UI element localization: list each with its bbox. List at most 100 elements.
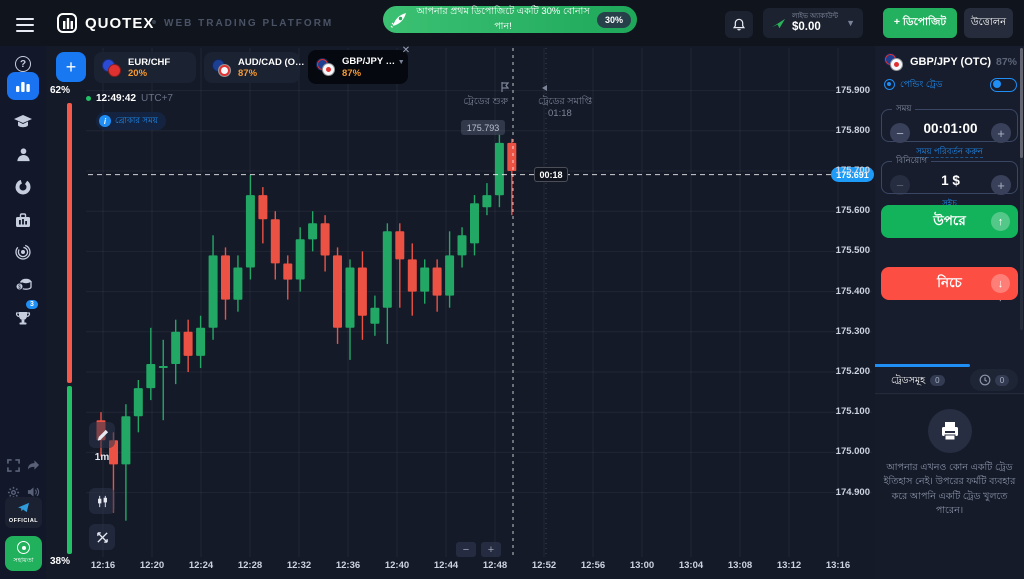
broker-time-tooltip[interactable]: i ব্রোকার সময়: [96, 112, 166, 130]
chevron-down-icon: ▼: [397, 58, 405, 66]
sidebar-item-cashback[interactable]: $: [0, 270, 46, 298]
time-axis[interactable]: 12:16 12:20 12:24 12:28 12:32 12:36 12:40 12:44…: [0, 560, 880, 574]
notifications-button[interactable]: [725, 11, 753, 38]
time-field-label: সময়: [896, 103, 912, 113]
rocket-icon: [390, 12, 406, 28]
time-decrease-button[interactable]: −: [890, 123, 910, 143]
sentiment-bar-buy: [67, 386, 72, 554]
change-time-link[interactable]: সময় পরিবর্তন করুন: [916, 146, 983, 158]
payout-label: 20%: [128, 67, 148, 79]
time-axis-label: 13:08: [727, 560, 753, 571]
settings-button[interactable]: [2, 478, 25, 506]
arrow-right-icon: [27, 460, 40, 470]
panel-scrollbar-thumb[interactable]: [1020, 48, 1023, 158]
trade-countdown-badge: 00:18: [534, 167, 568, 183]
donut-chart-icon: [15, 179, 31, 195]
sidebar-item-help[interactable]: ?: [0, 50, 46, 78]
sidebar-item-education[interactable]: [0, 108, 46, 136]
brand-divider-dot: [152, 20, 156, 24]
down-button-label: নিচে: [937, 275, 962, 290]
deposit-button[interactable]: + ডিপোজিট: [883, 8, 957, 38]
price-axis[interactable]: 175.900 175.800 175.700 175.600 175.500 175.4…: [828, 0, 874, 579]
gbpjpy-flags-icon: [884, 53, 904, 71]
zoom-out-button[interactable]: −: [456, 542, 476, 557]
account-type-label: লাইভ অ্যাকাউন্ট: [792, 13, 839, 20]
bonus-badge: 30%: [596, 11, 631, 28]
put-down-button[interactable]: নিচে ↓: [881, 267, 1018, 300]
time-axis-label: 12:16: [90, 560, 116, 571]
sound-button[interactable]: [22, 478, 45, 506]
bar-chart-icon: [16, 82, 30, 92]
pair-label: GBP/JPY …: [342, 55, 396, 67]
sidebar-item-tournaments[interactable]: 3: [0, 300, 46, 332]
support-icon: [17, 541, 30, 554]
bonus-banner[interactable]: আপনার প্রথম ডিপোজিটে একটি 30% বোনাস পান!…: [383, 6, 637, 33]
switch-link[interactable]: সুইচ: [942, 198, 957, 210]
arrow-down-icon: ↓: [991, 274, 1010, 293]
live-dot-icon: [86, 96, 91, 101]
share-button[interactable]: [22, 451, 45, 479]
bell-icon: [732, 18, 746, 30]
investment-increase-button[interactable]: +: [991, 175, 1011, 195]
left-sidebar: ?: [0, 46, 46, 579]
briefcase-icon: [16, 212, 30, 227]
asset-tab-audcad[interactable]: AUD/CAD (O… 87%: [204, 52, 305, 83]
menu-icon[interactable]: [16, 14, 34, 36]
time-axis-label: 12:44: [433, 560, 459, 571]
sidebar-item-market[interactable]: [0, 173, 46, 201]
asset-tab-gbpjpy[interactable]: GBP/JPY … ▼ 87%: [308, 50, 408, 84]
telegram-official-badge[interactable]: OFFICIAL: [5, 497, 42, 528]
pan-tool-button[interactable]: [89, 524, 115, 550]
speaker-icon: [27, 487, 40, 497]
price-axis-label: 175.100: [835, 406, 870, 418]
arrow-up-icon: ↑: [991, 212, 1010, 231]
withdraw-button[interactable]: উত্তোলন: [964, 8, 1013, 38]
printer-icon: [942, 422, 958, 440]
timeframe-label[interactable]: 1m: [94, 452, 110, 463]
panel-asset-header[interactable]: GBP/JPY (OTC) 87%: [884, 53, 1017, 71]
chart-type-button[interactable]: [89, 488, 115, 514]
trade-panel: GBP/JPY (OTC) 87% পেন্ডিং ট্রেড সময় − 0…: [875, 46, 1024, 579]
price-axis-label: 175.200: [835, 366, 870, 377]
sidebar-item-trade[interactable]: [7, 72, 39, 100]
graduation-cap-icon: [14, 115, 32, 128]
bonus-text: আপনার প্রথম ডিপোজিটে একটি 30% বোনাস পান!: [416, 5, 590, 32]
broker-time-label: ব্রোকার সময়: [115, 115, 158, 125]
tab-trades[interactable]: ট্রেডসমূহ 0: [891, 374, 945, 389]
price-axis-label: 174.900: [835, 486, 870, 498]
trades-tab-label: ট্রেডসমূহ: [891, 375, 926, 386]
svg-text:$: $: [18, 284, 21, 290]
coins-icon: $: [15, 278, 32, 290]
sidebar-item-account[interactable]: [0, 140, 46, 168]
support-button[interactable]: সহায়তা: [5, 536, 42, 571]
add-asset-button[interactable]: +: [56, 52, 86, 82]
investment-decrease-button[interactable]: −: [890, 175, 910, 195]
payout-label: 87%: [342, 67, 362, 79]
time-value[interactable]: 00:01:00: [923, 121, 978, 136]
close-tab-icon[interactable]: ✕: [401, 44, 411, 56]
trade-end-label: ট্রেডের সমাপ্তি: [538, 96, 593, 107]
pending-trade-label: পেন্ডিং ট্রেড: [900, 79, 943, 89]
draw-tool-button[interactable]: [89, 422, 115, 448]
investment-field-label: বিনিয়োগ: [896, 155, 928, 165]
fullscreen-button[interactable]: [2, 451, 25, 479]
asset-tab-eurchf[interactable]: EUR/CHF 20%: [94, 52, 196, 83]
payout-label: 87%: [238, 67, 258, 79]
sidebar-item-analytics[interactable]: [0, 206, 46, 234]
pending-trade-toggle[interactable]: [990, 77, 1017, 92]
tab-history[interactable]: 0: [970, 369, 1018, 391]
panel-pair-label: GBP/JPY (OTC): [910, 56, 992, 68]
account-selector[interactable]: লাইভ অ্যাকাউন্ট $0.00 ▼: [763, 8, 863, 38]
zoom-in-button[interactable]: +: [481, 542, 501, 557]
time-axis-label: 12:48: [482, 560, 508, 571]
time-increase-button[interactable]: +: [991, 123, 1011, 143]
investment-value[interactable]: 1 $: [941, 173, 960, 188]
arrow-left-marker-icon: [542, 85, 547, 91]
sidebar-item-signals[interactable]: [0, 238, 46, 266]
sentiment-up-percent: 62%: [50, 85, 71, 96]
flag-marker-icon: [501, 82, 510, 92]
call-up-button[interactable]: উপরে ↑: [881, 205, 1018, 238]
empty-state-circle: [928, 409, 972, 453]
